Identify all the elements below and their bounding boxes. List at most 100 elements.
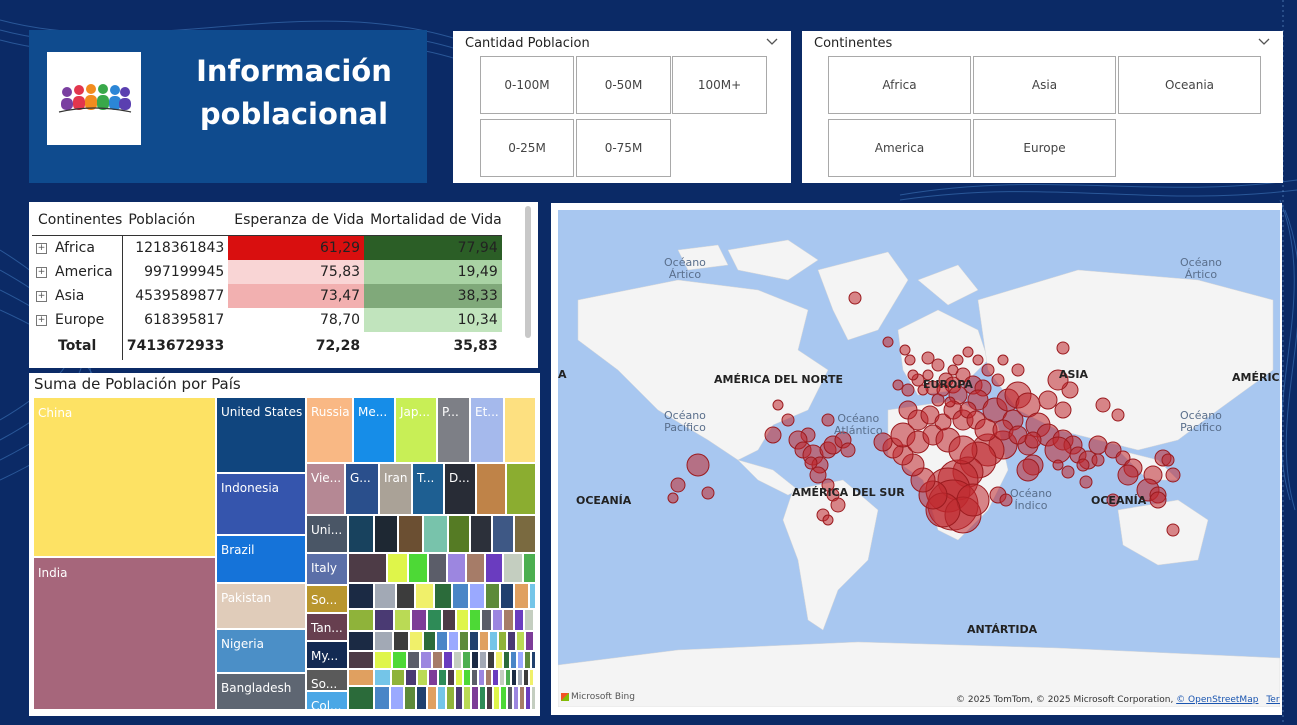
treemap-tile[interactable]: [507, 686, 513, 710]
country-bubble[interactable]: [1079, 475, 1093, 489]
treemap-tile-pakistan[interactable]: Pakistan: [216, 583, 306, 629]
country-bubble[interactable]: [667, 492, 679, 504]
chevron-down-icon[interactable]: [1258, 35, 1270, 50]
expand-icon[interactable]: +: [36, 314, 47, 326]
treemap-tile[interactable]: [415, 583, 434, 609]
treemap-tile[interactable]: [466, 553, 485, 583]
treemap-tile[interactable]: [487, 651, 495, 669]
treemap-tile[interactable]: [507, 631, 516, 651]
header-mortalidad[interactable]: Mortalidad de Vida: [370, 212, 502, 228]
continent-option-america[interactable]: America: [828, 119, 971, 177]
treemap-tile-vietnam[interactable]: Vie...: [306, 463, 345, 515]
treemap-tile[interactable]: [470, 515, 492, 553]
country-bubble[interactable]: [686, 453, 710, 477]
country-bubble[interactable]: [934, 413, 952, 431]
population-option-100m-plus[interactable]: 100M+: [672, 56, 767, 114]
continent-option-africa[interactable]: Africa: [828, 56, 971, 114]
row-continent[interactable]: + Asia: [32, 284, 123, 308]
treemap-tile[interactable]: [517, 651, 524, 669]
treemap-tile[interactable]: [427, 686, 437, 710]
country-bubble[interactable]: [1165, 467, 1181, 483]
treemap-tile[interactable]: [471, 651, 479, 669]
country-bubble[interactable]: [981, 363, 995, 377]
country-bubble[interactable]: [944, 396, 956, 408]
continent-option-asia[interactable]: Asia: [973, 56, 1116, 114]
treemap-tile[interactable]: [517, 669, 523, 686]
header-esperanza[interactable]: Esperanza de Vida: [234, 212, 365, 228]
treemap-tile[interactable]: [525, 631, 534, 651]
population-option-0-50m[interactable]: 0-50M: [576, 56, 671, 114]
treemap-tile[interactable]: [348, 686, 374, 710]
treemap-tile[interactable]: [485, 553, 503, 583]
treemap-tile[interactable]: [511, 669, 517, 686]
country-bubble[interactable]: [1111, 408, 1125, 422]
treemap-tile-nigeria[interactable]: Nigeria: [216, 629, 306, 673]
header-poblacion[interactable]: Población: [128, 212, 196, 228]
treemap-tile[interactable]: [504, 397, 536, 463]
country-bubble[interactable]: [1076, 458, 1090, 472]
treemap-tile[interactable]: [513, 686, 519, 710]
treemap-tile-indonesia[interactable]: Indonesia: [216, 473, 306, 535]
country-bubble[interactable]: [921, 351, 935, 365]
country-bubble[interactable]: [1088, 435, 1108, 455]
treemap-tile[interactable]: [348, 583, 374, 609]
treemap-tile-china[interactable]: China: [33, 397, 216, 557]
country-bubble[interactable]: [956, 483, 990, 517]
treemap-tile[interactable]: [442, 609, 456, 631]
treemap-tile[interactable]: [495, 651, 503, 669]
treemap-tile-japan[interactable]: Jap...: [395, 397, 437, 463]
treemap-tile-philippines[interactable]: P...: [437, 397, 470, 463]
expand-icon[interactable]: +: [36, 242, 47, 254]
treemap-tile[interactable]: [387, 553, 408, 583]
expand-icon[interactable]: +: [36, 266, 47, 278]
treemap-tile[interactable]: [455, 686, 463, 710]
population-option-0-75m[interactable]: 0-75M: [576, 119, 671, 177]
treemap-tile[interactable]: [492, 515, 514, 553]
treemap-tile[interactable]: [446, 686, 455, 710]
treemap-tile[interactable]: [523, 669, 529, 686]
country-bubble[interactable]: [948, 435, 978, 465]
treemap-tile[interactable]: [514, 609, 524, 631]
treemap-tile[interactable]: [531, 651, 536, 669]
treemap-tile[interactable]: [434, 583, 452, 609]
population-option-0-25m[interactable]: 0-25M: [480, 119, 574, 177]
treemap-tile[interactable]: [428, 553, 447, 583]
country-bubble[interactable]: [809, 466, 827, 484]
country-bubble[interactable]: [907, 369, 919, 381]
treemap-tile[interactable]: [529, 669, 534, 686]
treemap-tile[interactable]: [524, 651, 531, 669]
treemap-tile[interactable]: [407, 651, 420, 669]
treemap-tile-mexico[interactable]: Me...: [353, 397, 395, 463]
treemap-tile[interactable]: [374, 583, 396, 609]
country-bubble[interactable]: [972, 354, 984, 366]
treemap-tile[interactable]: [462, 651, 471, 669]
treemap-tile[interactable]: [469, 583, 485, 609]
country-bubble[interactable]: [931, 393, 945, 407]
treemap-tile[interactable]: [437, 686, 446, 710]
treemap-tile[interactable]: [525, 686, 531, 710]
row-continent[interactable]: + Europe: [32, 308, 123, 332]
treemap-tile[interactable]: [471, 669, 478, 686]
country-bubble[interactable]: [1038, 390, 1058, 410]
treemap-tile[interactable]: [417, 669, 428, 686]
treemap-tile[interactable]: [374, 686, 390, 710]
treemap-tile[interactable]: [374, 631, 393, 651]
treemap-tile[interactable]: [476, 463, 506, 515]
openstreetmap-link[interactable]: © OpenStreetMap: [1176, 695, 1259, 705]
treemap-tile[interactable]: [448, 515, 470, 553]
country-bubble[interactable]: [821, 413, 835, 427]
treemap-tile[interactable]: [500, 686, 507, 710]
treemap-tile[interactable]: [348, 609, 374, 631]
country-bubble[interactable]: [962, 346, 974, 358]
treemap-tile[interactable]: [492, 609, 503, 631]
country-bubble[interactable]: [670, 477, 686, 493]
treemap-tile-bangladesh[interactable]: Bangladesh: [216, 673, 306, 710]
country-bubble[interactable]: [772, 399, 784, 411]
country-bubble[interactable]: [904, 354, 916, 366]
treemap-tile[interactable]: [374, 669, 391, 686]
treemap-tile-turkey[interactable]: T...: [412, 463, 444, 515]
treemap-tile-south-korea[interactable]: So...: [306, 669, 348, 691]
country-bubble[interactable]: [1117, 464, 1139, 486]
treemap-tile[interactable]: [485, 669, 492, 686]
treemap-tile-iran[interactable]: Iran: [379, 463, 412, 515]
